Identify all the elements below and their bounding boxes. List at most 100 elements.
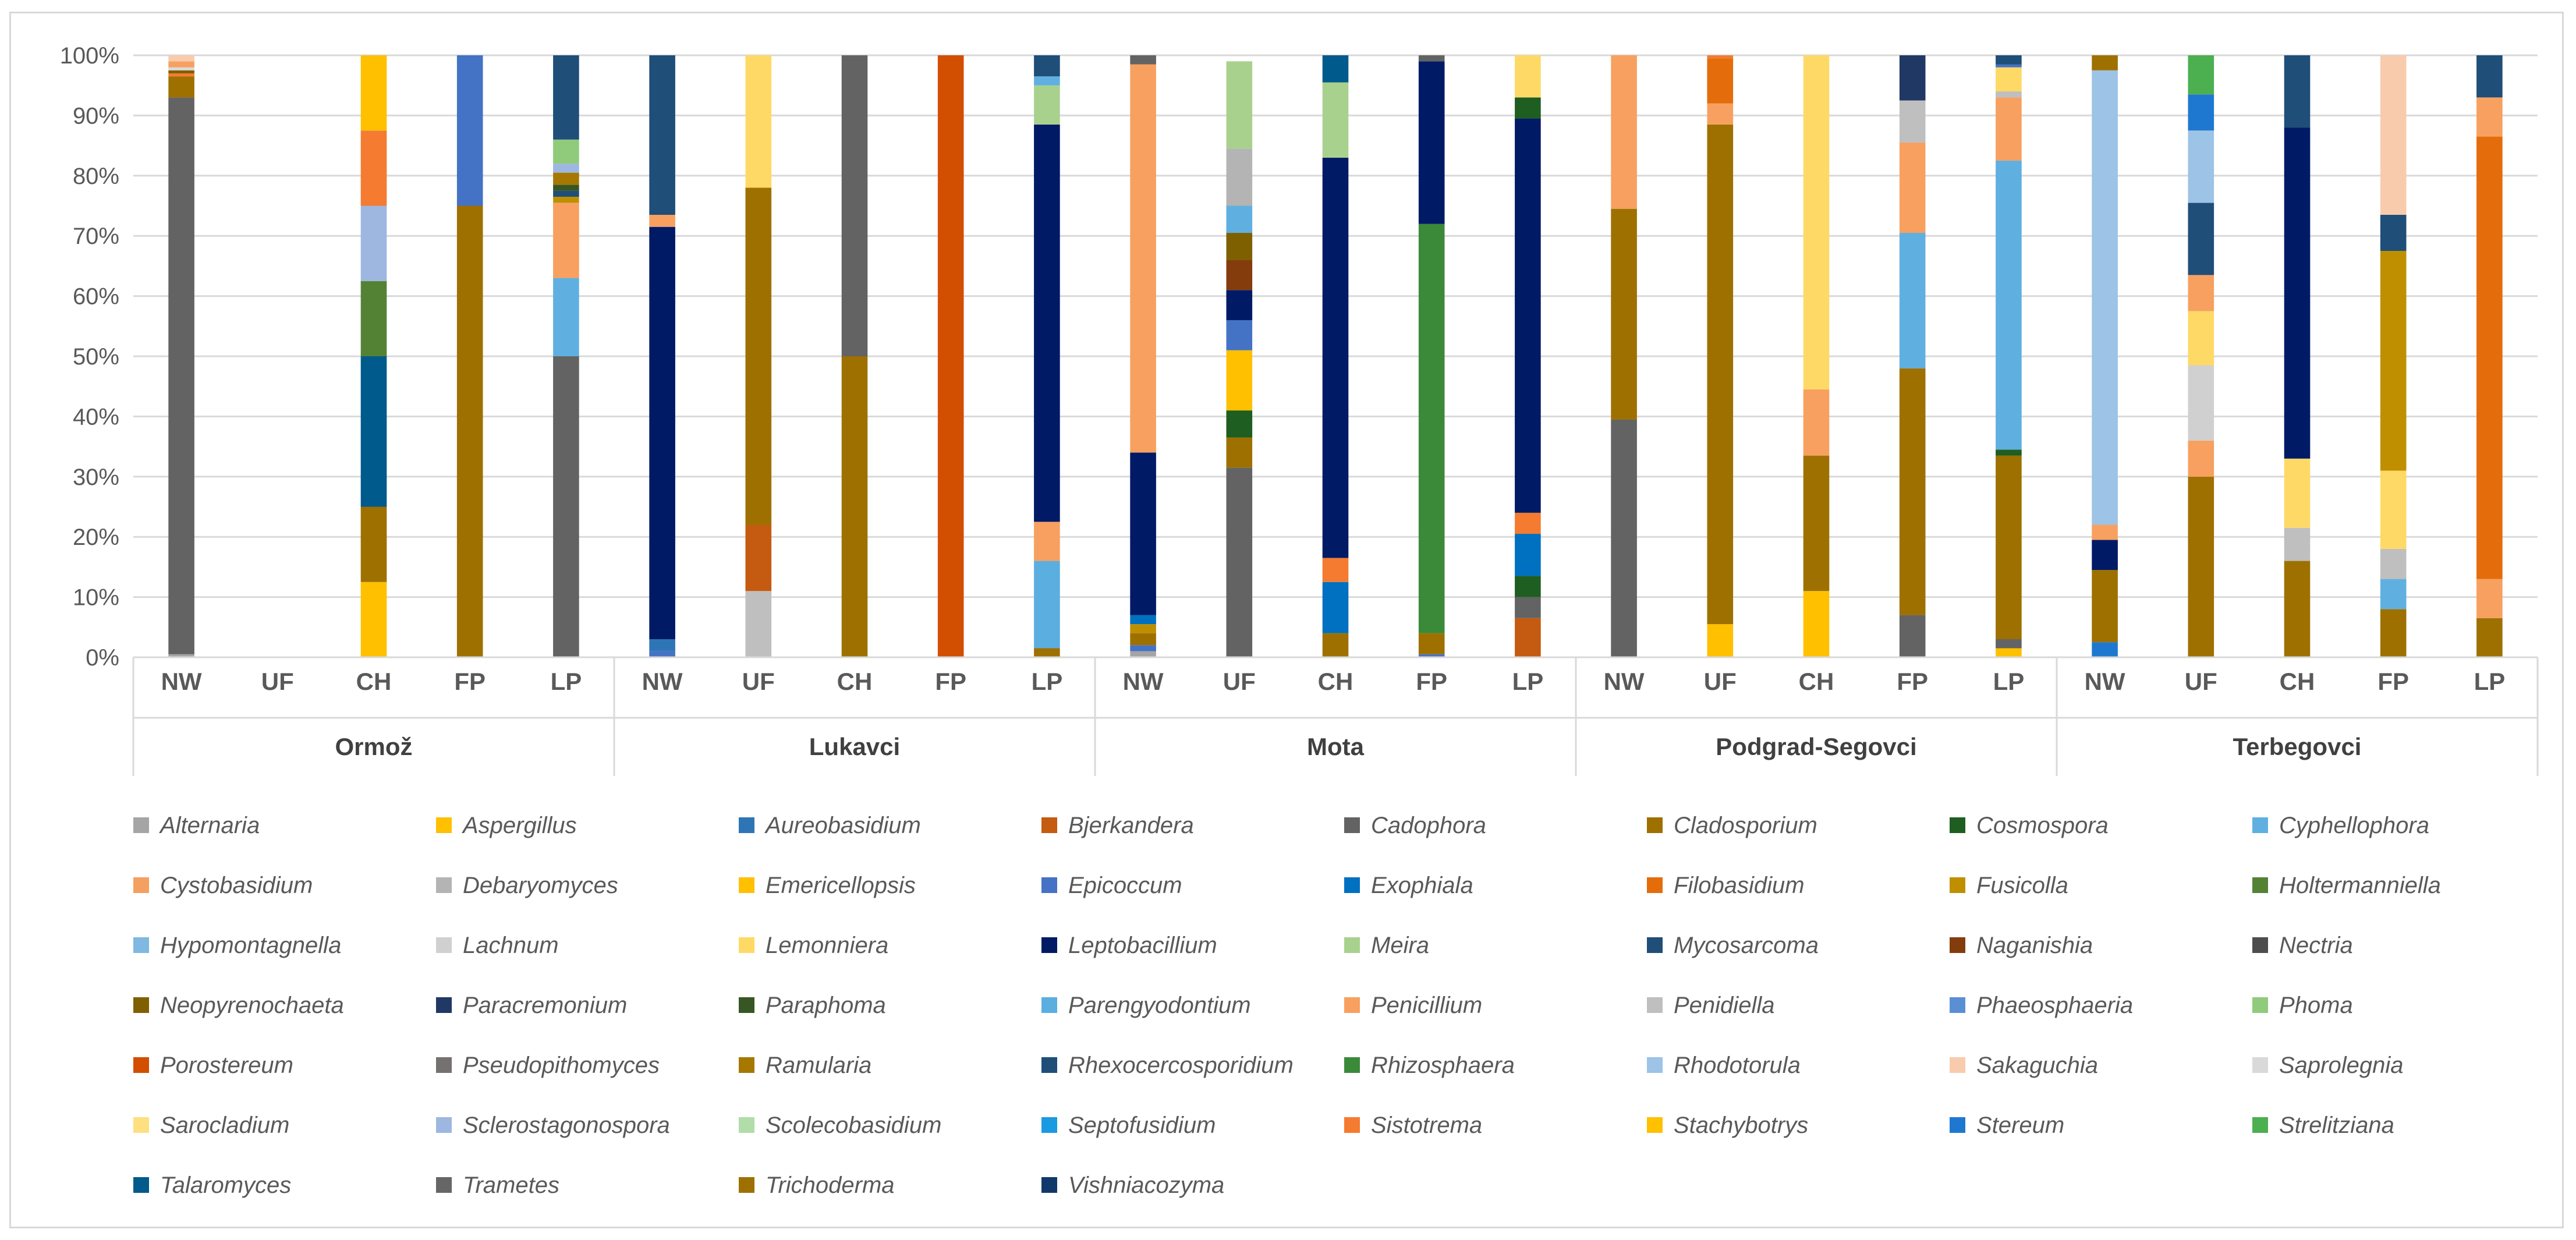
- legend-label-talaromyces: Talaromyces: [160, 1172, 291, 1198]
- legend-swatch-strelitziana: [2252, 1117, 2268, 1133]
- bar-segment-mota-nw-leptobacillium-5: [1130, 452, 1156, 615]
- legend-swatch-cosmospora: [1950, 817, 1965, 833]
- bar-segment-mota-ch-exophiala-1: [1322, 582, 1349, 633]
- bar-segment-terbegovci-ch-mycosarcoma-4: [2284, 55, 2311, 128]
- bar-segment-terbegovci-uf-stereum-7: [2188, 94, 2214, 131]
- x-tick-label-ormo-uf: UF: [261, 668, 294, 695]
- x-tick-label-terbegovci-uf: UF: [2185, 668, 2217, 695]
- y-tick-label-50: 50%: [73, 344, 119, 370]
- bar-segment-podgrad-segovci-fp-cladosporium-1: [1899, 368, 1926, 615]
- bar-segment-lukavci-lp-penicillium-2: [1034, 522, 1060, 561]
- bar-segment-ormo-nw-sakaguchia-7: [168, 55, 194, 62]
- bar-segment-lukavci-uf-cladosporium-2: [745, 187, 772, 525]
- bar-segment-terbegovci-uf-rhodotorula-6: [2188, 130, 2214, 203]
- x-tick-label-podgrad-segovci-lp: LP: [1993, 668, 2025, 695]
- x-tick-label-podgrad-segovci-uf: UF: [1704, 668, 1737, 695]
- legend-swatch-alternaria: [133, 817, 149, 833]
- legend: Alternaria Aspergillus Aureobasidium Bjerka…: [133, 813, 2441, 1198]
- legend-label-cystobasidium: Cystobasidium: [160, 873, 313, 898]
- legend-label-neopyrenochaeta: Neopyrenochaeta: [160, 993, 344, 1018]
- bar-segment-terbegovci-ch-cladosporium-0: [2284, 561, 2311, 657]
- legend-label-lemonniera: Lemonniera: [766, 933, 888, 958]
- bar-segment-lukavci-uf-lemonniera-3: [745, 55, 772, 188]
- bar-segment-lukavci-ch-cadophora-1: [841, 55, 868, 356]
- legend-swatch-filobasidium: [1647, 877, 1663, 893]
- bar-segment-terbegovci-nw-penicillium-3: [2092, 525, 2118, 540]
- x-tick-label-lukavci-ch: CH: [837, 668, 873, 695]
- legend-label-lachnum: Lachnum: [463, 933, 559, 958]
- x-tick-label-mota-fp: FP: [1416, 668, 1447, 695]
- legend-label-hypomontagnella: Hypomontagnella: [160, 933, 341, 958]
- bar-segment-mota-nw-cadophora-7: [1130, 55, 1156, 65]
- bar-segment-mota-fp-epicoccum-0: [1418, 654, 1445, 657]
- y-tick-label-70: 70%: [73, 224, 119, 249]
- legend-swatch-nectria: [2252, 937, 2268, 953]
- legend-label-paraphoma: Paraphoma: [766, 993, 886, 1018]
- legend-label-emericellopsis: Emericellopsis: [766, 873, 916, 898]
- bar-segment-lukavci-nw-epicoccum-0: [649, 651, 675, 657]
- bar-segment-terbegovci-lp-cladosporium-0: [2476, 618, 2503, 657]
- bar-segment-podgrad-segovci-fp-cadophora-0: [1899, 615, 1926, 657]
- legend-swatch-cladosporium: [1647, 817, 1663, 833]
- legend-swatch-penidiella: [1647, 997, 1663, 1013]
- bar-segment-ormo-fp-cladosporium-0: [456, 206, 483, 657]
- legend-swatch-stachybotrys: [1647, 1117, 1663, 1133]
- legend-swatch-lachnum: [436, 937, 452, 953]
- legend-label-phoma: Phoma: [2279, 993, 2353, 1018]
- bar-segment-ormo-nw-saprolegnia-5: [168, 67, 194, 70]
- y-tick-label-90: 90%: [73, 103, 119, 129]
- bar-segment-mota-ch-sistotrema-2: [1322, 558, 1349, 582]
- bar-segment-terbegovci-uf-cladosporium-0: [2188, 476, 2214, 657]
- chart-frame: 0% 10% 20% 30% 40% 50% 60% 70% 80% 90% 100% NW UF CH F…: [9, 12, 2564, 1228]
- legend-swatch-phaeosphaeria: [1950, 997, 1965, 1013]
- x-tick-label-ormo-ch: CH: [356, 668, 392, 695]
- bar-segment-terbegovci-fp-mycosarcoma-5: [2380, 215, 2407, 251]
- bar-segment-ormo-lp-mycosarcoma-4: [553, 190, 579, 197]
- bar-segment-terbegovci-uf-penicillium-1: [2188, 440, 2214, 477]
- bar-segment-lukavci-uf-bjerkandera-1: [745, 525, 772, 591]
- legend-label-penicillium: Penicillium: [1371, 993, 1482, 1018]
- bar-segment-mota-ch-leptobacillium-3: [1322, 157, 1349, 558]
- site-label-podgrad-segovci: Podgrad-Segovci: [1716, 733, 1916, 760]
- bar-segment-podgrad-segovci-fp-penicillium-3: [1899, 142, 1926, 233]
- bar-segment-lukavci-ch-cladosporium-0: [841, 356, 868, 657]
- bar-segment-mota-uf-cosmospora-2: [1226, 410, 1253, 438]
- legend-swatch-mycosarcoma: [1647, 937, 1663, 953]
- bar-segment-lukavci-lp-cyphellophora-5: [1034, 76, 1060, 86]
- bar-segment-mota-lp-bjerkandera-0: [1515, 618, 1541, 657]
- legend-swatch-phoma: [2252, 997, 2268, 1013]
- bar-segment-podgrad-segovci-lp-cadophora-1: [1996, 639, 2022, 649]
- legend-swatch-scolecobasidium: [739, 1117, 754, 1133]
- x-tick-label-podgrad-segovci-nw: NW: [1604, 668, 1645, 695]
- legend-label-holtermanniella: Holtermanniella: [2279, 873, 2441, 898]
- legend-swatch-septofusidium: [1041, 1117, 1057, 1133]
- legend-swatch-hypomontagnella: [133, 937, 149, 953]
- bar-segment-ormo-ch-sclerostagonospora-4: [360, 206, 387, 281]
- bar-segment-terbegovci-lp-penicillium-3: [2476, 97, 2503, 137]
- bar-segment-lukavci-nw-penicillium-3: [649, 215, 675, 227]
- bar-segment-terbegovci-nw-cladosporium-1: [2092, 570, 2118, 643]
- bar-segment-mota-uf-cyphellophora-8: [1226, 206, 1253, 233]
- legend-swatch-trametes: [436, 1177, 452, 1193]
- legend-label-porostereum: Porostereum: [160, 1053, 293, 1078]
- bar-segment-terbegovci-ch-lemonniera-2: [2284, 458, 2311, 528]
- bar-segment-lukavci-uf-penidiella-0: [745, 591, 772, 657]
- bar-segment-mota-nw-exophiala-4: [1130, 615, 1156, 625]
- bar-segment-ormo-lp-paraphoma-5: [553, 185, 579, 191]
- legend-label-cadophora: Cadophora: [1371, 813, 1486, 838]
- bar-segment-ormo-lp-cadophora-0: [553, 356, 579, 657]
- legend-swatch-bjerkandera: [1041, 817, 1057, 833]
- bar-segment-ormo-ch-cladosporium-1: [360, 506, 387, 582]
- bar-segment-mota-lp-cosmospora-6: [1515, 97, 1541, 119]
- bars-layer: [168, 55, 2503, 657]
- legend-swatch-emericellopsis: [739, 877, 754, 893]
- legend-swatch-pseudopithomyces: [436, 1057, 452, 1073]
- bar-segment-podgrad-segovci-fp-paracremonium-5: [1899, 55, 1926, 101]
- bar-segment-ormo-nw-sistotrema-3: [168, 73, 194, 77]
- bar-segment-podgrad-segovci-ch-penicillium-2: [1803, 389, 1830, 456]
- bar-segment-mota-nw-cladosporium-2: [1130, 633, 1156, 646]
- legend-swatch-sistotrema: [1344, 1117, 1360, 1133]
- bar-segment-podgrad-segovci-fp-cyphellophora-2: [1899, 233, 1926, 369]
- bar-segment-lukavci-nw-leptobacillium-2: [649, 226, 675, 639]
- bar-segment-ormo-ch-aspergillus-0: [360, 582, 387, 657]
